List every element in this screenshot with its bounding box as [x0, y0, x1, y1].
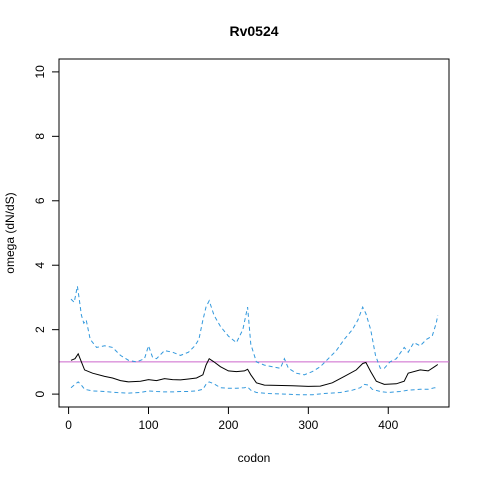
x-tick-label: 100: [138, 418, 158, 432]
y-tick-label: 2: [33, 326, 47, 333]
y-tick-label: 6: [33, 197, 47, 204]
y-axis-label: omega (dN/dS): [3, 192, 17, 273]
y-tick-label: 10: [33, 65, 47, 79]
series-line-omega: [70, 352, 439, 387]
plot-marks: [59, 286, 449, 396]
x-tick-label: 400: [378, 418, 398, 432]
x-tick-label: 200: [218, 418, 238, 432]
series-line-upper-bound: [70, 286, 439, 376]
y-tick-label: 4: [33, 262, 47, 269]
x-axis: 0 100 200 300 400: [65, 406, 399, 432]
y-tick-label: 8: [33, 133, 47, 140]
x-tick-label: 300: [298, 418, 318, 432]
series-line-lower-bound: [70, 381, 438, 396]
x-tick-label: 0: [65, 418, 72, 432]
chart-title: Rv0524: [229, 23, 278, 39]
x-axis-label: codon: [238, 451, 271, 465]
y-tick-label: 0: [33, 390, 47, 397]
y-axis: 0 2 4 6 8 10: [33, 65, 60, 397]
